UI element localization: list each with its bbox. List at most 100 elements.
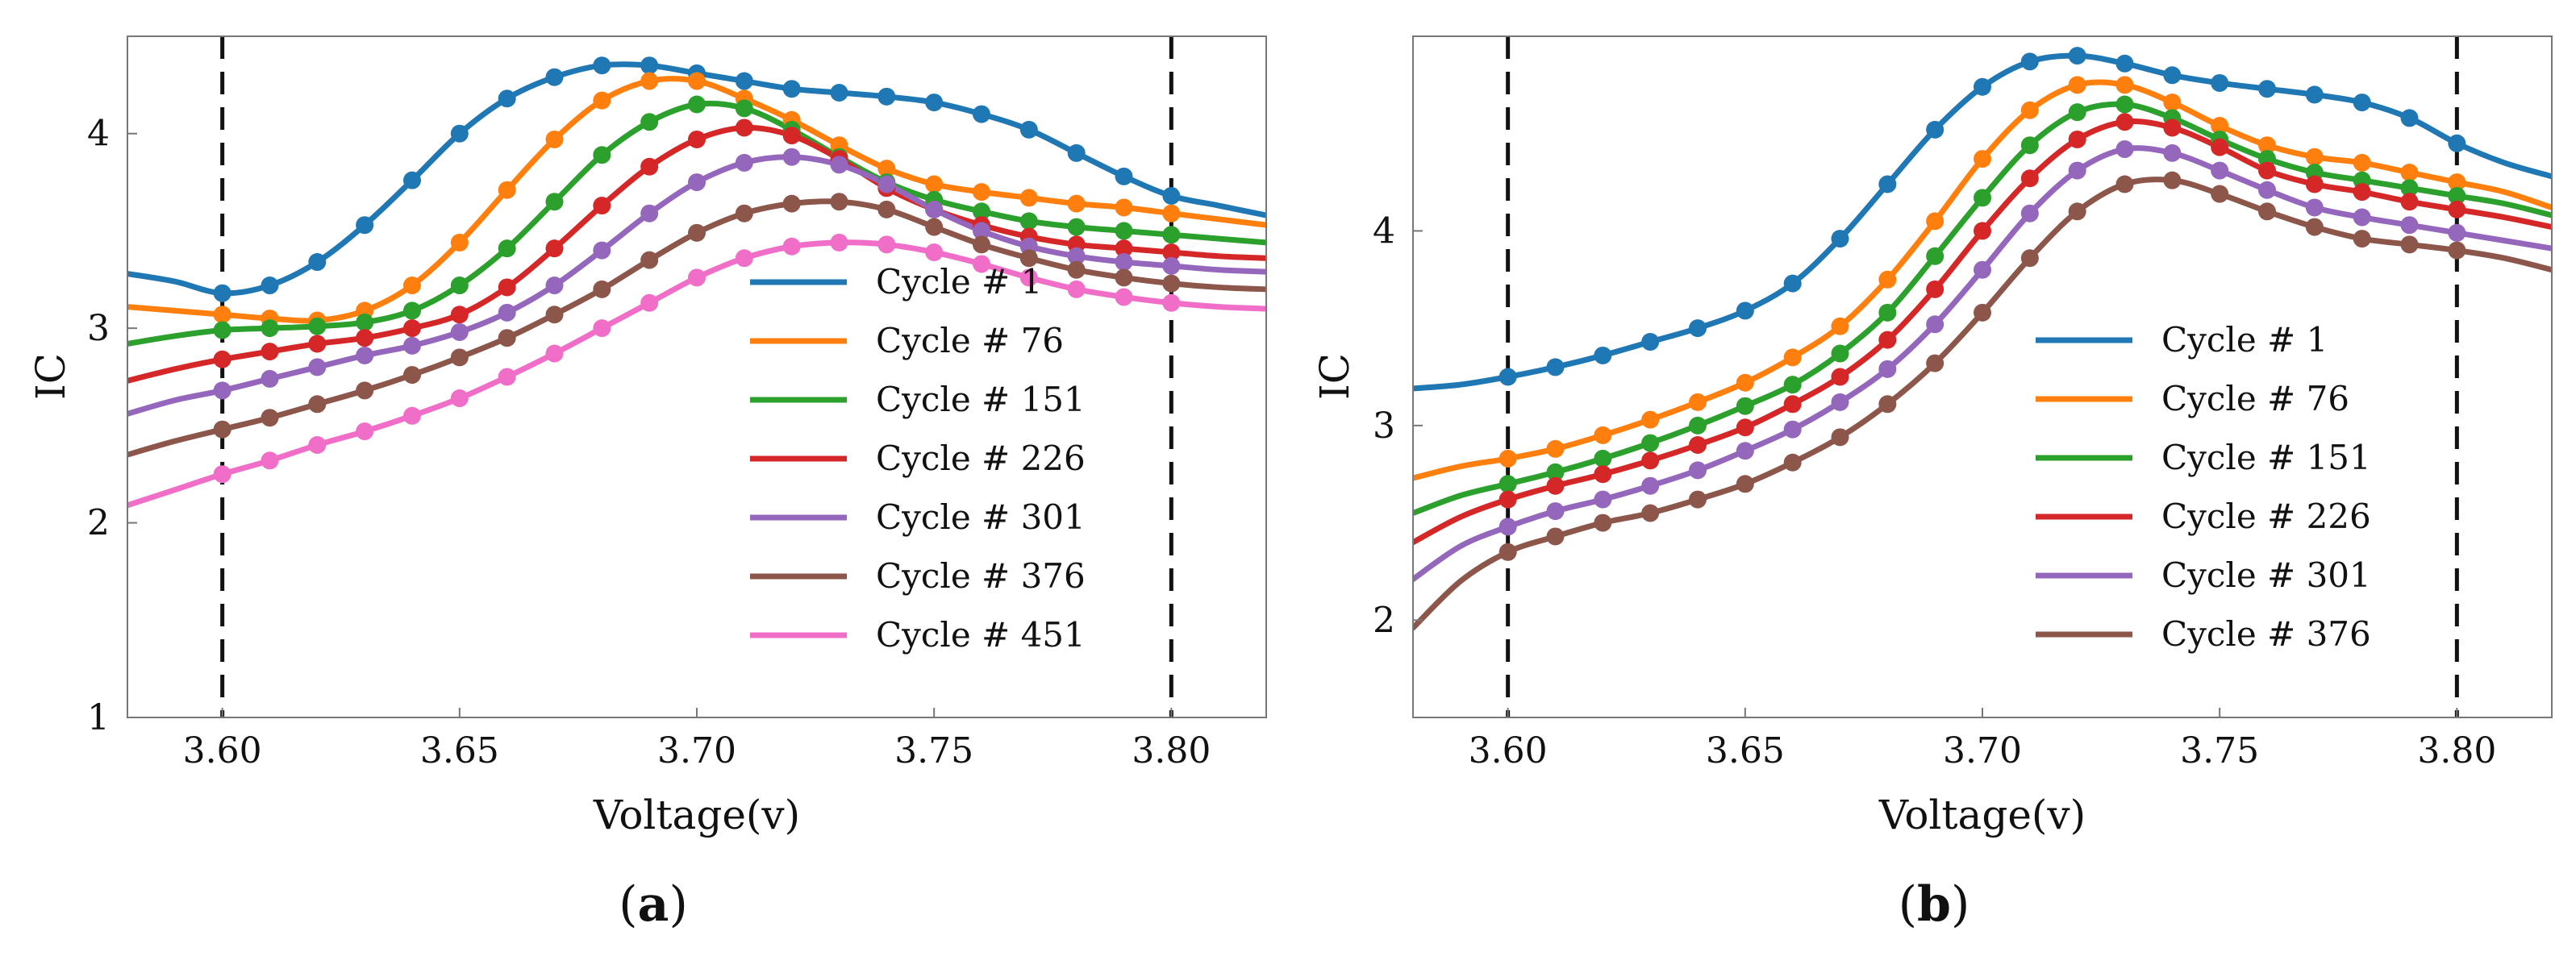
data-point-a-1-9 xyxy=(640,72,659,90)
data-point-b-3-2 xyxy=(1594,465,1612,484)
data-point-a-1-19 xyxy=(1115,198,1133,217)
data-point-a-3-1 xyxy=(261,343,279,361)
data-point-b-4-3 xyxy=(1641,476,1660,495)
data-point-a-4-3 xyxy=(356,346,374,364)
data-point-a-4-8 xyxy=(593,241,611,260)
data-point-a-0-1 xyxy=(261,277,279,295)
data-point-a-5-19 xyxy=(1115,268,1133,287)
data-point-a-2-20 xyxy=(1162,226,1181,244)
data-point-a-1-5 xyxy=(450,233,469,252)
x-tick-label-a-3: 3.75 xyxy=(894,730,973,771)
chart-panel-b: 3.60 3.65 3.70 3.75 3.80 2 3 4 Voltage(v) IC C… xyxy=(1311,35,2553,933)
data-point-a-3-20 xyxy=(1162,243,1181,261)
data-point-a-1-20 xyxy=(1162,204,1181,222)
data-point-a-0-15 xyxy=(925,94,944,112)
data-point-b-1-5 xyxy=(1736,373,1754,392)
data-point-a-5-6 xyxy=(498,329,516,347)
x-axis-label-b: Voltage(v) xyxy=(1878,792,2086,838)
legend-label-a-5: Cycle # 376 xyxy=(876,556,1086,596)
y-tick-label-b-0: 2 xyxy=(1373,600,1395,641)
x-ticks-b: 3.60 3.65 3.70 3.75 3.80 xyxy=(1469,708,2496,771)
data-point-b-0-0 xyxy=(1498,368,1517,386)
data-point-a-0-8 xyxy=(593,56,611,75)
panel-label-a: (a) xyxy=(619,876,688,933)
data-point-b-4-19 xyxy=(2400,216,2419,235)
x-tick-label-b-3: 3.75 xyxy=(2180,730,2259,771)
data-point-a-5-13 xyxy=(830,193,848,211)
data-point-a-0-14 xyxy=(877,87,896,106)
data-point-b-0-2 xyxy=(1594,346,1612,364)
data-point-b-0-19 xyxy=(2400,109,2419,127)
legend-label-b-5: Cycle # 376 xyxy=(2161,614,2371,654)
data-point-a-0-3 xyxy=(356,216,374,235)
data-point-a-6-1 xyxy=(261,451,279,470)
data-point-a-5-4 xyxy=(403,366,421,385)
data-point-b-4-16 xyxy=(2258,181,2276,199)
data-point-b-5-11 xyxy=(2020,249,2039,268)
data-point-b-3-13 xyxy=(2115,113,2134,131)
y-axis-label-a: IC xyxy=(27,353,74,400)
data-point-b-5-14 xyxy=(2163,171,2182,189)
data-point-b-2-10 xyxy=(1974,189,1991,207)
legend-label-b-0: Cycle # 1 xyxy=(2161,320,2328,360)
data-point-b-1-14 xyxy=(2163,94,2182,112)
data-point-a-0-2 xyxy=(308,253,327,272)
data-point-a-4-13 xyxy=(830,156,848,174)
data-point-b-0-16 xyxy=(2258,80,2276,98)
data-point-b-3-1 xyxy=(1546,476,1565,495)
data-point-a-2-18 xyxy=(1067,218,1086,236)
data-point-a-6-0 xyxy=(213,465,231,484)
x-tick-label-b-1: 3.65 xyxy=(1706,730,1785,771)
data-point-b-1-8 xyxy=(1878,270,1897,289)
legend-label-a-2: Cycle # 151 xyxy=(876,380,1086,419)
data-point-a-3-10 xyxy=(688,130,706,148)
data-point-a-2-7 xyxy=(545,193,564,211)
data-point-a-4-2 xyxy=(308,358,327,376)
data-point-b-3-15 xyxy=(2211,138,2229,156)
data-point-a-2-9 xyxy=(640,113,659,131)
data-point-a-3-9 xyxy=(640,157,659,176)
x-tick-label-b-0: 3.60 xyxy=(1469,730,1548,771)
data-point-b-4-15 xyxy=(2211,161,2229,180)
data-point-b-4-12 xyxy=(2068,161,2086,180)
data-point-b-2-6 xyxy=(1783,376,1802,394)
data-point-b-5-16 xyxy=(2258,202,2276,221)
data-point-b-5-20 xyxy=(2448,241,2466,260)
data-point-a-6-7 xyxy=(545,344,564,363)
data-point-a-1-15 xyxy=(925,175,944,193)
data-point-b-2-12 xyxy=(2068,103,2086,122)
data-point-a-1-6 xyxy=(498,181,516,199)
data-point-b-5-5 xyxy=(1736,475,1754,493)
data-point-a-0-17 xyxy=(1019,120,1038,139)
data-point-b-4-10 xyxy=(1974,260,1991,279)
data-point-a-5-8 xyxy=(593,280,611,298)
y-ticks-a: 1 2 3 4 xyxy=(87,114,137,738)
data-point-b-5-3 xyxy=(1641,504,1660,522)
data-point-b-2-20 xyxy=(2448,186,2466,205)
data-point-a-6-5 xyxy=(450,389,469,408)
data-point-a-2-0 xyxy=(213,321,231,339)
data-point-b-2-19 xyxy=(2400,179,2419,198)
data-point-a-4-16 xyxy=(973,222,990,240)
data-point-b-1-6 xyxy=(1783,348,1802,367)
data-point-a-6-18 xyxy=(1067,280,1086,298)
data-point-a-5-0 xyxy=(213,420,231,439)
data-point-b-1-20 xyxy=(2448,173,2466,192)
data-point-b-3-14 xyxy=(2163,119,2182,137)
legend-b: Cycle # 1 Cycle # 76 Cycle # 151 Cycle # 22… xyxy=(2036,320,2371,654)
data-point-a-2-5 xyxy=(450,277,469,295)
data-point-b-4-8 xyxy=(1878,360,1897,378)
data-point-b-2-3 xyxy=(1641,434,1660,452)
data-point-a-5-1 xyxy=(261,409,279,427)
data-point-b-0-6 xyxy=(1783,274,1802,293)
data-point-a-2-3 xyxy=(356,313,374,331)
data-point-b-0-4 xyxy=(1689,319,1707,338)
data-point-a-6-17 xyxy=(1019,268,1038,287)
legend-label-b-2: Cycle # 151 xyxy=(2161,438,2371,477)
data-point-b-1-17 xyxy=(2305,148,2324,166)
data-point-a-2-16 xyxy=(973,202,990,221)
data-point-a-3-2 xyxy=(308,335,327,353)
data-point-b-3-9 xyxy=(1926,280,1945,298)
data-point-b-1-11 xyxy=(2020,101,2039,119)
